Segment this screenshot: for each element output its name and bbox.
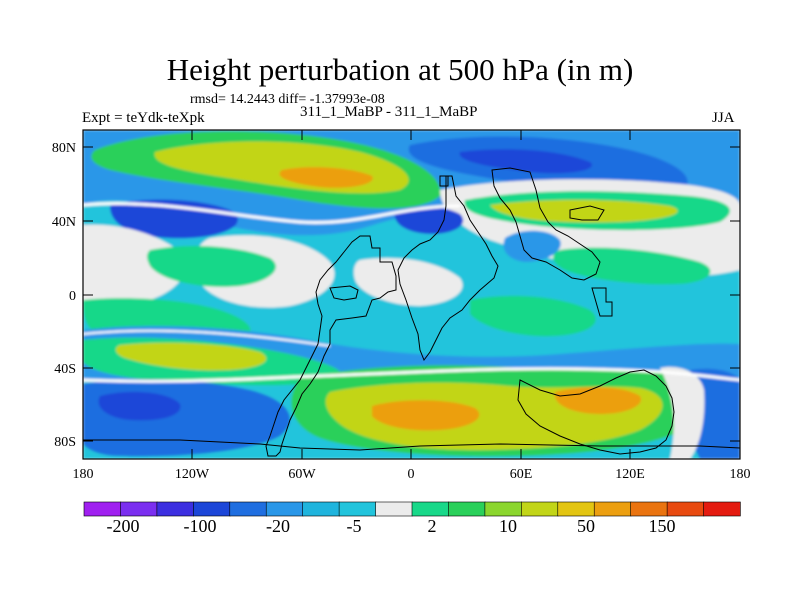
- colorbar-segment: [557, 501, 595, 517]
- colorbar-segment: [338, 501, 377, 517]
- season-label: JJA: [712, 110, 735, 126]
- colorbar-segment: [375, 501, 413, 517]
- colorbar-label: -20: [266, 516, 290, 536]
- lat-label: 0: [69, 289, 76, 304]
- coast-asia: [491, 167, 601, 281]
- colorbar-label: 50: [577, 516, 595, 536]
- green-tropic-central: [470, 295, 596, 337]
- green-tropic-east: [553, 247, 711, 285]
- lon-label: 60E: [510, 467, 533, 482]
- colorbar: [83, 501, 741, 517]
- dataset-label: 311_1_MaBP - 311_1_MaBP: [300, 104, 478, 120]
- colorbar-label: 2: [428, 516, 437, 536]
- colorbar-segment: [193, 501, 231, 517]
- colorbar-label: 10: [499, 516, 517, 536]
- colorbar-label: -200: [107, 516, 140, 536]
- contour-line-mid: [83, 329, 331, 347]
- coastlines: [83, 167, 740, 457]
- coast-caribbean: [329, 285, 359, 301]
- colorbar-segment: [83, 501, 122, 517]
- south-orange-peak-east: [554, 387, 642, 414]
- colorbar-label: -100: [184, 516, 217, 536]
- lon-label: 0: [408, 467, 415, 482]
- colorbar-segment: [302, 501, 340, 517]
- coast-islands-east: [591, 287, 613, 317]
- colorbar-label: 150: [649, 516, 676, 536]
- skyblue-east: [503, 230, 561, 262]
- darkblue-40n-mid: [394, 206, 464, 234]
- gray-atlantic: [353, 258, 463, 306]
- colorbar-segment: [156, 501, 195, 517]
- lon-label: 180: [73, 467, 94, 482]
- colorbar-segment: [703, 501, 741, 517]
- yellow-south-west: [115, 342, 267, 371]
- lon-labels: 180 120W 60W 0 60E 120E 180: [73, 467, 751, 482]
- contour-field: [83, 130, 740, 459]
- coast-americas: [265, 235, 397, 457]
- lat-label: 40N: [52, 215, 76, 230]
- colorbar-segment: [593, 501, 632, 517]
- stats-text: rmsd= 14.2443 diff= -1.37993e-08: [190, 92, 385, 107]
- green-tropic-west: [147, 245, 276, 287]
- lon-label: 120W: [175, 467, 210, 482]
- lat-labels: 80N 40N 0 40S 80S: [52, 141, 76, 450]
- lon-label: 180: [730, 467, 751, 482]
- lat-label: 80S: [54, 435, 76, 450]
- ne-darkblue-core: [459, 149, 592, 174]
- coast-nw-coast: [569, 205, 605, 221]
- south-orange-peak: [372, 400, 480, 431]
- colorbar-segment: [666, 501, 705, 517]
- colorbar-segment: [484, 501, 523, 517]
- experiment-label: Expt = teYdk-teXpk: [82, 110, 205, 126]
- gray-west: [83, 224, 186, 307]
- yellow-40n-east: [490, 199, 678, 223]
- sw-darkblue-core: [98, 391, 181, 421]
- lat-label: 40S: [54, 362, 76, 377]
- colorbar-labels: -200 -100 -20 -5 2 10 50 150: [107, 516, 676, 536]
- lon-label: 60W: [288, 467, 316, 482]
- nw-orange-peak: [279, 167, 373, 188]
- lon-label: 120E: [615, 467, 645, 482]
- colorbar-segment: [448, 501, 486, 517]
- contour-line-south: [83, 367, 740, 383]
- colorbar-segment: [265, 501, 304, 517]
- colorbar-segment: [120, 501, 158, 517]
- colorbar-segment: [229, 501, 267, 517]
- plot-title: Height perturbation at 500 hPa (in m): [166, 52, 634, 87]
- lat-label: 80N: [52, 141, 76, 156]
- se-gray-band: [660, 366, 705, 459]
- coast-europe-africa: [397, 175, 499, 362]
- colorbar-segment: [411, 501, 450, 517]
- colorbar-label: -5: [347, 516, 362, 536]
- coast-antarctic: [83, 439, 740, 451]
- coast-australia: [517, 369, 675, 455]
- colorbar-segment: [630, 501, 668, 517]
- tick-marks: [82, 130, 741, 459]
- contour-line-north: [83, 202, 461, 225]
- colorbar-segment: [521, 501, 559, 517]
- coast-greenland: [439, 175, 449, 187]
